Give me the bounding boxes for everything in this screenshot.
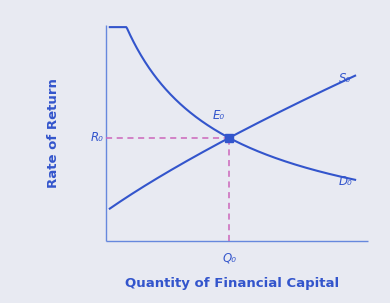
Text: Q₀: Q₀: [222, 251, 236, 264]
Text: D₀: D₀: [339, 175, 352, 188]
Text: Rate of Return: Rate of Return: [47, 78, 60, 188]
Text: S₀: S₀: [339, 72, 351, 85]
Text: Quantity of Financial Capital: Quantity of Financial Capital: [125, 277, 340, 290]
Text: E₀: E₀: [213, 109, 225, 122]
Text: R₀: R₀: [90, 132, 103, 144]
